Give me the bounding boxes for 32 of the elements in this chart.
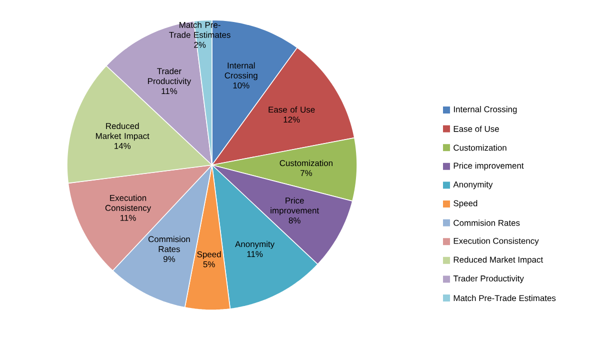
- legend-label: Execution Consistency: [454, 238, 539, 246]
- data-label: 8%: [288, 217, 300, 224]
- legend-label: Trader Productivity: [453, 275, 524, 284]
- legend-label: Ease of Use: [454, 126, 499, 132]
- legend-label: Internal Crossing: [454, 106, 517, 114]
- slice-label: Reduced Market Impact: [96, 122, 150, 141]
- data-label: 12%: [284, 116, 300, 123]
- legend-label: Anonymity: [453, 181, 493, 190]
- slice-label: Customization: [280, 160, 332, 166]
- slice-label: Internal Crossing: [224, 62, 258, 80]
- slice-label: Speed: [197, 251, 221, 259]
- data-label: 7%: [300, 170, 312, 176]
- slice-label: Trader Productivity: [148, 68, 192, 86]
- slice-label: Execution Consistency: [105, 194, 152, 213]
- slice-label: Anonymity: [235, 240, 275, 249]
- legend-label: Speed: [454, 200, 478, 208]
- legend-label: Match Pre-Trade Estimates: [454, 294, 556, 302]
- data-label: 11%: [120, 214, 136, 221]
- legend-label: Price improvement: [454, 162, 524, 170]
- slice-label: Commision Rates: [148, 236, 190, 252]
- data-label: 14%: [114, 143, 131, 149]
- data-label: 5%: [203, 261, 215, 268]
- slice-label: Ease of Use: [268, 106, 315, 113]
- data-label: 9%: [163, 256, 176, 262]
- slice-label: Price improvement: [270, 197, 320, 216]
- data-label: 11%: [162, 88, 178, 94]
- legend-label: Reduced Market Impact: [454, 256, 544, 264]
- data-label: 10%: [233, 82, 250, 88]
- data-label: 2%: [194, 42, 206, 48]
- legend-label: Commision Rates: [454, 220, 520, 226]
- data-label: 11%: [247, 251, 263, 258]
- legend-label: Customization: [454, 144, 506, 151]
